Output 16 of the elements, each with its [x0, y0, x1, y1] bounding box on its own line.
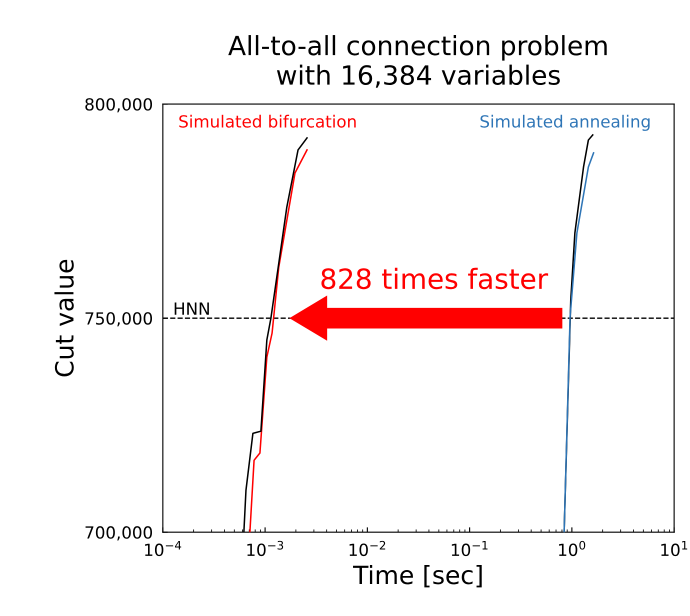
y-tick-label: 700,000 — [86, 526, 152, 540]
x-tick-label: 10$^{−1}$ — [452, 541, 488, 556]
x-tick-label: 10$^{0}$ — [559, 540, 586, 556]
y-tick-label: 800,000 — [85, 98, 152, 112]
x-tick-label: 10$^{−3}$ — [247, 540, 284, 556]
x-tick-label: 10$^{−4}$ — [145, 541, 182, 556]
x-tick-label: 10$^{−2}$ — [350, 540, 386, 556]
x-tick-label: 10$^{1}$ — [661, 541, 688, 556]
x-axis-title: Time [sec] — [353, 565, 482, 588]
text: Simulated bifurcation — [179, 114, 356, 128]
ref-line-label: HNN — [174, 302, 209, 315]
chart-title: All-to-all connection problem with 16,384 variables — [228, 35, 607, 88]
annotation: 828 times faster — [321, 268, 548, 290]
y-tick-label: 750,000 — [86, 312, 152, 326]
y-axis-title: Cut value — [54, 260, 74, 376]
text: Simulated annealing — [480, 114, 650, 131]
